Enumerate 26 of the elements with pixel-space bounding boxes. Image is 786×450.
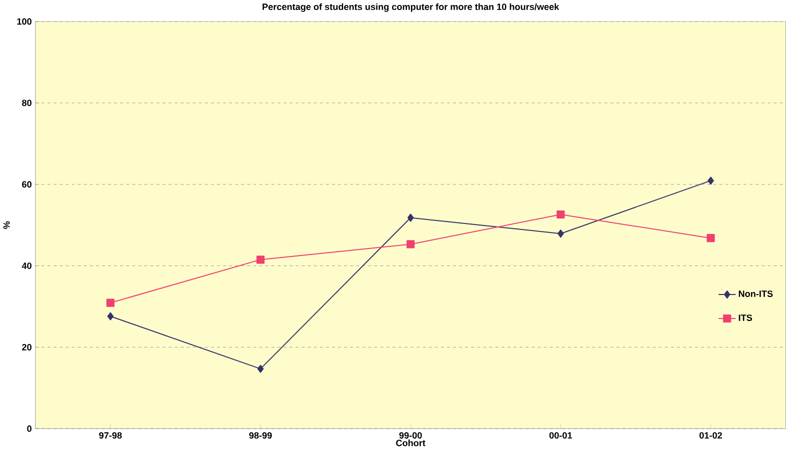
y-tick-label: 100: [17, 18, 32, 25]
y-axis-title: %: [3, 221, 10, 230]
x-tick-label: 98-99: [249, 432, 272, 439]
y-tick-label: 80: [22, 100, 32, 106]
point: [558, 230, 564, 238]
x-tick-label: 97-98: [99, 432, 122, 439]
point: [556, 210, 565, 219]
x-tick-label: 01-02: [700, 432, 722, 439]
point: [256, 256, 265, 264]
point: [107, 312, 114, 321]
point: [406, 240, 415, 248]
y-tick-label: 40: [22, 262, 32, 270]
point: [706, 234, 715, 242]
y-tick-label: 0: [27, 426, 32, 432]
point: [106, 299, 114, 308]
x-tick-label: 99-00: [399, 432, 422, 439]
point: [708, 176, 714, 185]
chart-title: Percentage of students using computer for more than 10 hours/week: [262, 4, 560, 12]
legend-label: ITS: [738, 314, 752, 322]
point: [407, 214, 414, 222]
legend-label: Non-ITS: [738, 290, 773, 298]
y-tick-label: 20: [22, 344, 32, 351]
y-tick-label: 60: [22, 181, 32, 188]
x-axis-title: Cohort: [396, 440, 426, 446]
x-tick-label: 00-01: [549, 432, 572, 439]
point: [257, 364, 264, 374]
